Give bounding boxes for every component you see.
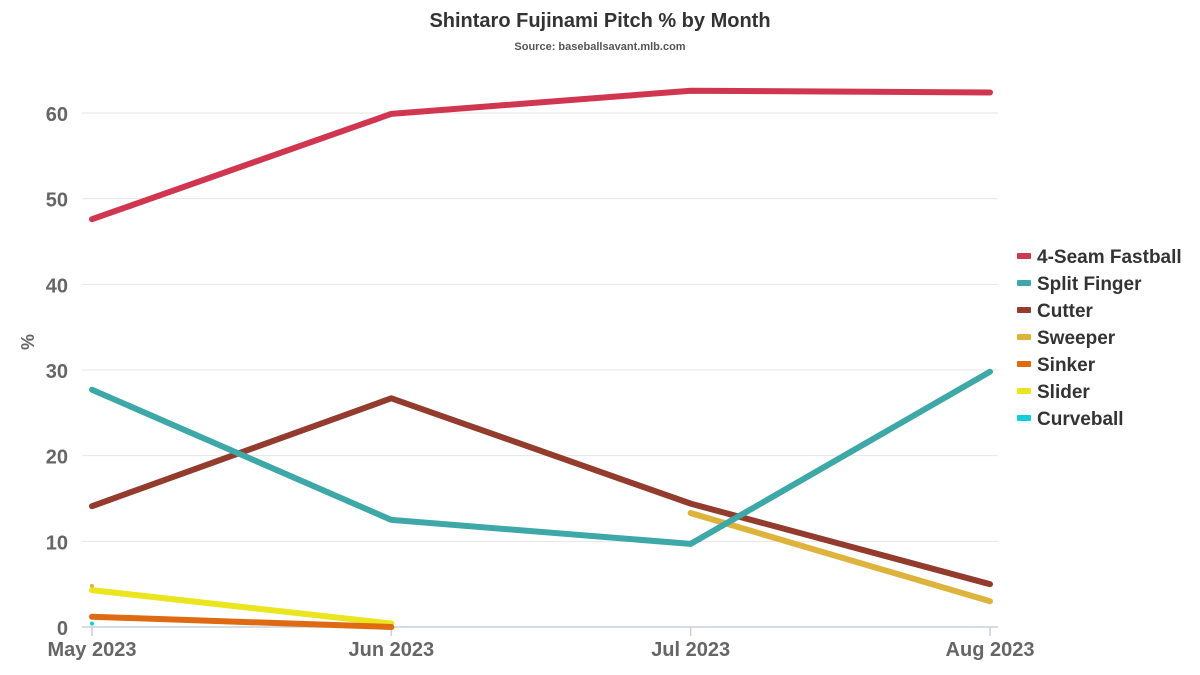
series-sinker	[89, 613, 395, 630]
x-tick-label: May 2023	[48, 639, 137, 661]
series-lines	[89, 87, 993, 630]
legend-label: Sweeper	[1037, 328, 1116, 349]
chart-title: Shintaro Fujinami Pitch % by Month	[429, 10, 770, 32]
series-line	[89, 613, 395, 630]
x-tick-label: Aug 2023	[946, 639, 1035, 661]
y-tick-label: 20	[46, 447, 68, 469]
y-tick-label: 50	[46, 190, 68, 212]
legend-item: Cutter	[1017, 301, 1094, 322]
legend-swatch	[1017, 307, 1031, 313]
legend-label: Cutter	[1037, 301, 1094, 322]
series-line	[687, 510, 993, 605]
legend-swatch	[1017, 334, 1031, 340]
series-4-seam-fastball	[89, 87, 993, 223]
legend-item: Split Finger	[1017, 274, 1142, 295]
legend-item: Sinker	[1017, 355, 1096, 376]
series-curveball	[90, 621, 94, 626]
legend-item: 4-Seam Fastball	[1017, 247, 1182, 268]
axes: 0 10 20 30 40 50 60 May 2023 Jun 2023 Jul 2023 Aug…	[46, 104, 1035, 661]
y-tick-label: 0	[57, 618, 68, 640]
x-tick-label: Jun 2023	[349, 639, 435, 661]
legend-label: Sinker	[1037, 355, 1096, 376]
x-tick-label: Jul 2023	[651, 639, 730, 661]
series-point	[90, 621, 94, 626]
series-line	[89, 368, 993, 547]
legend-label: Curveball	[1037, 409, 1124, 430]
legend-swatch	[1017, 280, 1031, 286]
legend-label: Split Finger	[1037, 274, 1142, 295]
legend-item: Sweeper	[1017, 328, 1116, 349]
series-sweeper	[90, 510, 993, 605]
legend-swatch	[1017, 361, 1031, 367]
series-cutter	[89, 395, 993, 588]
y-tick-label: 10	[46, 532, 68, 554]
legend-item: Slider	[1017, 382, 1090, 403]
series-point	[90, 583, 94, 588]
series-line	[89, 87, 993, 223]
series-line	[89, 587, 395, 627]
legend-label: Slider	[1037, 382, 1090, 403]
y-tick-label: 60	[46, 104, 68, 126]
legend-swatch	[1017, 415, 1031, 421]
series-slider	[89, 587, 395, 627]
legend-swatch	[1017, 253, 1031, 259]
y-tick-label: 30	[46, 361, 68, 383]
series-line	[89, 395, 993, 588]
chart-subtitle: Source: baseballsavant.mlb.com	[514, 41, 685, 53]
legend-label: 4-Seam Fastball	[1037, 247, 1182, 268]
legend-item: Curveball	[1017, 409, 1124, 430]
y-tick-label: 40	[46, 275, 68, 297]
y-axis-label: %	[18, 334, 38, 350]
legend: 4-Seam Fastball Split Finger Cutter Sweeper…	[1017, 247, 1182, 430]
series-split-finger	[89, 368, 993, 547]
legend-swatch	[1017, 388, 1031, 394]
